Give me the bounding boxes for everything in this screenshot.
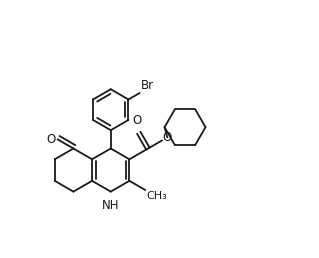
Text: CH₃: CH₃ — [146, 191, 167, 201]
Text: O: O — [132, 114, 142, 127]
Text: O: O — [46, 133, 56, 146]
Text: O: O — [163, 131, 172, 144]
Text: NH: NH — [102, 199, 120, 212]
Text: Br: Br — [141, 79, 154, 92]
